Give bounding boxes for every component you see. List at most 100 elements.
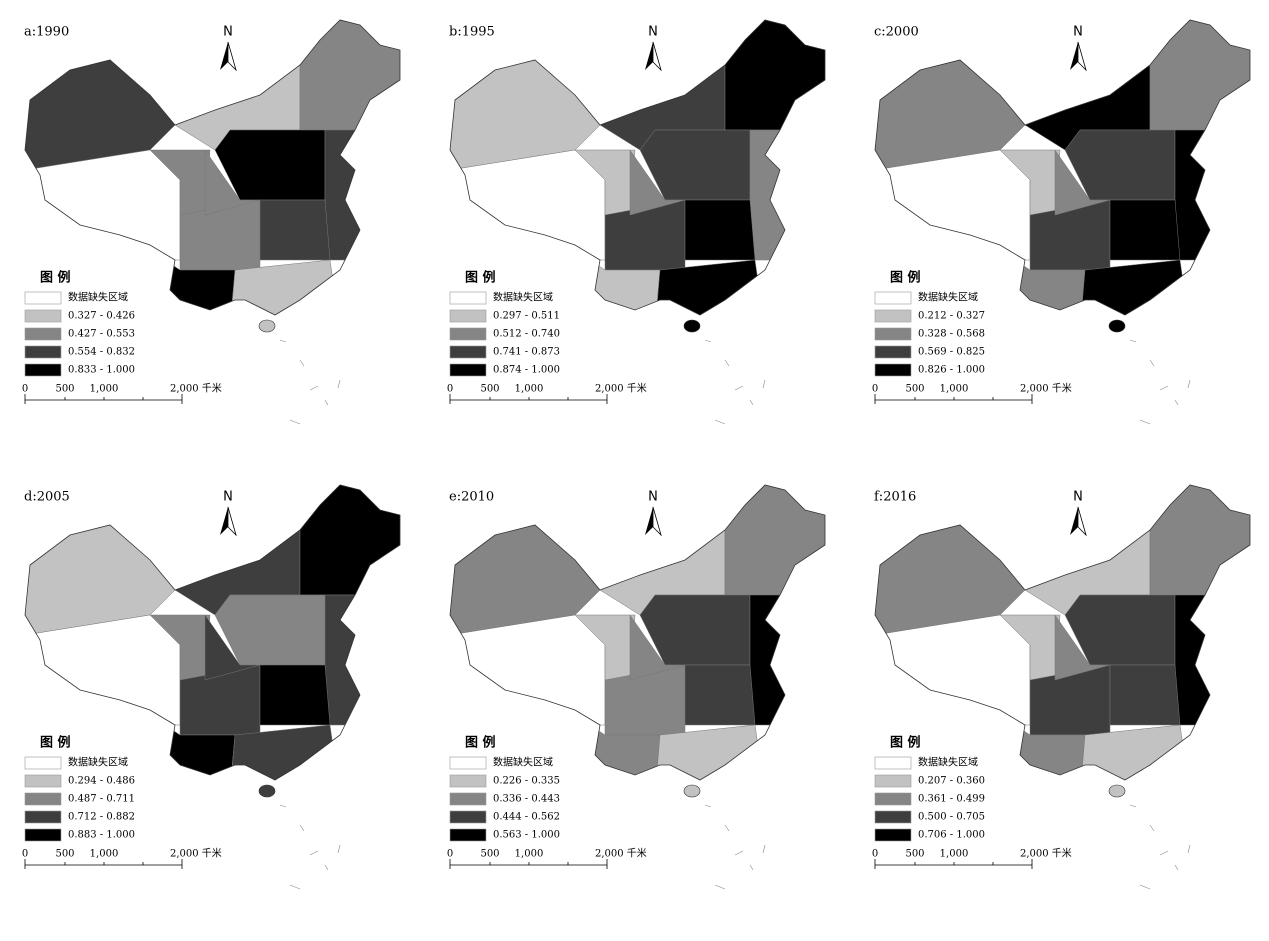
sea-islands <box>279 339 341 425</box>
island <box>683 319 701 333</box>
region <box>1109 664 1181 726</box>
legend-swatch <box>24 327 62 341</box>
region <box>259 199 331 261</box>
north-label: N <box>648 490 658 505</box>
legend-swatch <box>449 792 487 806</box>
legend-label: 0.297 - 0.511 <box>493 311 560 322</box>
country-outline <box>24 484 401 781</box>
scale-label: 0 <box>22 849 28 860</box>
north-arrow <box>645 42 653 70</box>
region <box>1174 129 1250 261</box>
scale-label: 0 <box>872 849 878 860</box>
legend-swatch <box>874 792 912 806</box>
legend-swatch <box>449 810 487 824</box>
region <box>1149 485 1250 596</box>
legend-label: 0.569 - 0.825 <box>918 347 985 358</box>
legend-label: 0.712 - 0.882 <box>68 812 135 823</box>
legend-label: 0.500 - 0.705 <box>918 812 985 823</box>
north-label: N <box>223 25 233 40</box>
region <box>204 149 261 216</box>
legend-label: 0.327 - 0.426 <box>68 311 135 322</box>
legend-swatch <box>449 309 487 323</box>
legend-title: 图 例 <box>40 270 71 286</box>
north-arrow <box>645 507 653 535</box>
region <box>25 614 181 726</box>
legend-swatch <box>24 828 62 842</box>
north-label: N <box>1073 490 1083 505</box>
north-label: N <box>223 490 233 505</box>
map <box>450 485 825 780</box>
legend-label: 0.741 - 0.873 <box>493 347 560 358</box>
region <box>25 149 181 261</box>
country-outline <box>874 19 1251 316</box>
region <box>450 614 606 726</box>
island <box>258 319 276 333</box>
legend-swatch <box>874 327 912 341</box>
region <box>629 614 686 681</box>
island <box>683 784 701 798</box>
legend-label: 数据缺失区域 <box>493 291 553 304</box>
region <box>749 594 825 726</box>
legend-swatch <box>449 756 487 770</box>
legend-label: 数据缺失区域 <box>918 291 978 304</box>
scale-label: 1,000 <box>90 384 119 395</box>
map <box>875 20 1250 315</box>
scale-label: 1,000 <box>940 384 969 395</box>
scale-label: 500 <box>480 384 499 395</box>
scale-label: 1,000 <box>515 384 544 395</box>
legend-swatch <box>24 810 62 824</box>
legend-swatch <box>24 363 62 377</box>
legend-swatch <box>874 345 912 359</box>
scale-label: 500 <box>905 384 924 395</box>
north-label: N <box>648 25 658 40</box>
legend-label: 0.212 - 0.327 <box>918 311 985 322</box>
region <box>1079 259 1191 315</box>
scale-label: 500 <box>905 849 924 860</box>
country-outline <box>24 19 401 316</box>
legend-swatch <box>874 309 912 323</box>
region <box>1149 20 1250 131</box>
region <box>1054 149 1111 216</box>
north-arrow <box>220 507 228 535</box>
scale-bar <box>24 859 183 869</box>
region <box>875 614 1031 726</box>
legend-label: 0.328 - 0.568 <box>918 329 985 340</box>
region <box>299 20 400 131</box>
legend-title: 图 例 <box>890 270 921 286</box>
legend-label: 0.336 - 0.443 <box>493 794 560 805</box>
north-arrow <box>1070 507 1078 535</box>
region <box>324 129 400 261</box>
legend-swatch <box>449 363 487 377</box>
scale-bar <box>449 394 608 404</box>
legend-label: 数据缺失区域 <box>918 756 978 769</box>
scale-label: 0 <box>447 384 453 395</box>
legend-swatch <box>874 291 912 305</box>
legend-label: 0.512 - 0.740 <box>493 329 560 340</box>
north-arrow <box>652 41 662 72</box>
scale-label: 2,000 千米 <box>170 847 222 860</box>
panel-label: e:2010 <box>449 490 494 505</box>
scale-label: 0 <box>872 384 878 395</box>
scale-bar <box>874 394 1033 404</box>
region <box>229 259 341 315</box>
north-arrow <box>227 41 237 72</box>
legend-label: 数据缺失区域 <box>68 291 128 304</box>
legend-swatch <box>24 291 62 305</box>
scale-label: 2,000 千米 <box>595 847 647 860</box>
legend-swatch <box>449 774 487 788</box>
north-arrow <box>652 506 662 537</box>
sea-islands <box>1129 804 1191 890</box>
region <box>229 724 341 780</box>
region <box>875 149 1031 261</box>
region <box>684 199 756 261</box>
region <box>204 614 261 681</box>
legend-swatch <box>449 828 487 842</box>
legend-swatch <box>449 345 487 359</box>
legend-label: 0.226 - 0.335 <box>493 776 560 787</box>
region <box>654 259 766 315</box>
country-outline <box>449 19 826 316</box>
scale-label: 1,000 <box>515 849 544 860</box>
map <box>450 20 825 315</box>
